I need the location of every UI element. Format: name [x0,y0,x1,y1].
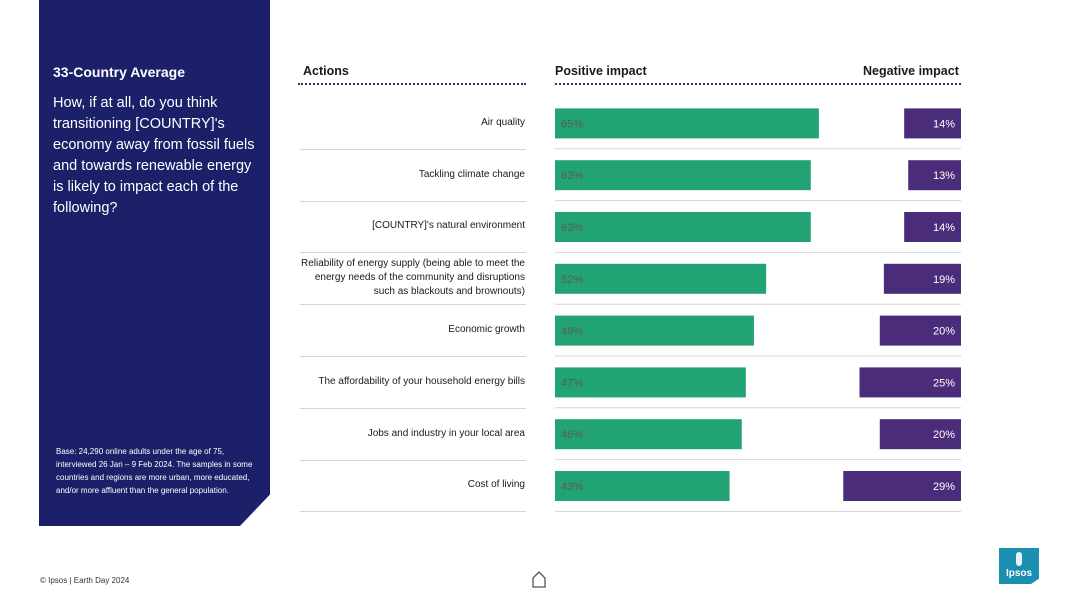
positive-bar [555,212,811,242]
positive-bar [555,419,742,450]
action-label: Reliability of energy supply (being able… [300,258,525,298]
positive-bar [555,471,730,501]
action-label: Cost of living [467,479,525,491]
sidebar-title: 33-Country Average [53,64,186,80]
negative-value-label: 14% [933,118,955,130]
negative-bar [859,367,961,398]
negative-value-label: 25% [933,377,955,389]
positive-bar [555,108,819,139]
action-label: Jobs and industry in your local area [367,427,525,439]
negative-impact-header: Negative impact [863,64,959,78]
action-label: The affordability of your household ener… [318,375,525,387]
row-separator [300,148,526,150]
row-separator [300,252,526,254]
negative-bar [908,160,961,191]
negative-bar [883,263,961,294]
positive-impact-header: Positive impact [555,64,647,78]
positive-value-label: 47% [561,377,583,389]
negative-bar [904,212,961,242]
row-separator [300,459,526,461]
sidebar-panel: 33-Country Average How, if at all, do yo… [39,0,270,526]
logo-mark-icon [1016,552,1022,566]
positive-value-label: 46% [561,429,583,441]
negative-value-label: 13% [933,170,955,182]
row-separator [300,511,526,513]
row-separator [300,356,526,357]
negative-bar [904,108,961,139]
positive-bar [555,367,746,398]
logo-text: Ipsos [1005,568,1033,579]
negative-value-label: 14% [933,222,955,234]
row-separator [300,407,526,409]
action-label: Economic growth [448,324,525,336]
positive-value-label: 63% [561,222,583,234]
action-label: Air quality [481,116,525,128]
positive-value-label: 52% [561,274,583,286]
negative-bar [879,419,961,450]
impact-header-rule [555,83,961,85]
negative-value-label: 20% [933,326,955,338]
positive-value-label: 63% [561,170,583,182]
action-label: [COUNTRY]'s natural environment [372,220,525,232]
footer-text: © Ipsos | Earth Day 2024 [40,576,130,585]
home-icon[interactable] [531,570,547,588]
negative-value-label: 20% [933,429,955,441]
actions-header-rule [298,83,526,85]
row-separator [300,200,526,202]
ipsos-logo: Ipsos [999,548,1039,584]
negative-value-label: 29% [933,481,955,493]
positive-bar [555,263,767,294]
action-label: Tackling climate change [418,168,525,180]
base-note: Base: 24,290 online adults under the age… [56,447,253,495]
survey-question: How, if at all, do you think transitioni… [53,95,255,216]
positive-value-label: 49% [561,326,583,338]
negative-bar [843,471,961,501]
positive-value-label: 65% [561,118,583,130]
negative-value-label: 19% [933,274,955,286]
actions-header: Actions [303,64,349,78]
negative-bar [879,315,961,346]
positive-value-label: 43% [561,481,583,493]
row-separator [300,304,526,306]
positive-bar [555,315,754,346]
positive-bar [555,160,811,191]
